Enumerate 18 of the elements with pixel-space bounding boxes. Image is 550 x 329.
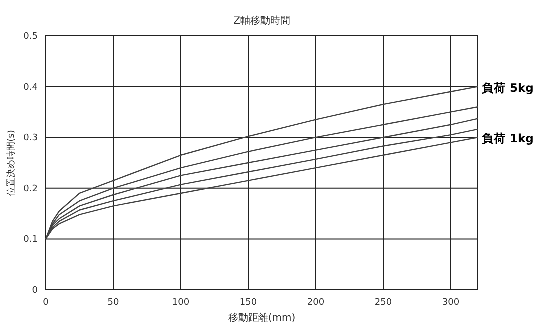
y-tick-label: 0.4 xyxy=(24,82,38,93)
x-tick-label: 50 xyxy=(108,298,120,308)
series-label: 負荷 1kg xyxy=(482,132,534,146)
x-tick-label: 150 xyxy=(240,298,258,308)
x-tick-label: 300 xyxy=(442,298,460,308)
y-tick-label: 0.3 xyxy=(24,134,38,144)
y-tick-label: 0.5 xyxy=(24,32,38,42)
x-tick-label: 0 xyxy=(43,298,50,308)
x-tick-label: 100 xyxy=(172,298,190,308)
y-tick-label: 0.1 xyxy=(24,235,38,246)
x-tick-label: 250 xyxy=(374,298,392,308)
y-tick-label: 0 xyxy=(32,286,38,296)
x-axis-title: 移動距離(mm) xyxy=(228,312,296,324)
chart-title: Z軸移動時間 xyxy=(234,15,290,27)
y-axis-title: 位置決め時間(s) xyxy=(6,130,17,196)
series-label: 負荷 5kg xyxy=(482,80,534,95)
x-tick-label: 200 xyxy=(307,298,325,308)
y-tick-label: 0.2 xyxy=(24,184,38,194)
